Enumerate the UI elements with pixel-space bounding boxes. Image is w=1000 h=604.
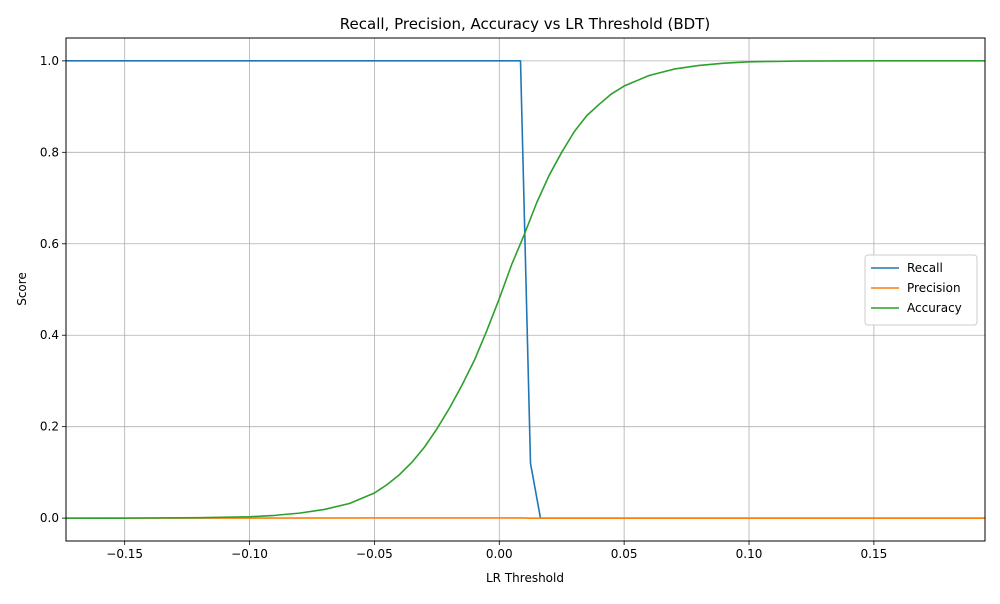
legend-label-precision: Precision (907, 281, 961, 295)
x-tick-label: −0.15 (106, 547, 143, 561)
x-tick-label: 0.10 (736, 547, 763, 561)
y-tick-label: 0.2 (40, 420, 59, 434)
y-axis-label: Score (15, 272, 29, 306)
y-tick-label: 0.8 (40, 145, 59, 159)
legend: Recall Precision Accuracy (865, 255, 977, 325)
chart-title: Recall, Precision, Accuracy vs LR Thresh… (340, 15, 710, 33)
legend-label-recall: Recall (907, 261, 943, 275)
y-tick-label: 0.0 (40, 511, 59, 525)
series-lines (66, 61, 985, 518)
y-tick-label: 0.4 (40, 328, 59, 342)
x-tick-label: 0.15 (861, 547, 888, 561)
x-tick-label: −0.10 (231, 547, 268, 561)
axis-ticks: −0.15 −0.10 −0.05 0.00 0.05 0.10 0.15 0.0 0.2 0.4… (40, 54, 887, 561)
x-tick-label: −0.05 (356, 547, 393, 561)
x-tick-label: 0.00 (486, 547, 513, 561)
x-axis-label: LR Threshold (486, 571, 564, 585)
y-tick-label: 1.0 (40, 54, 59, 68)
legend-label-accuracy: Accuracy (907, 301, 962, 315)
x-tick-label: 0.05 (611, 547, 638, 561)
series-line-recall (66, 61, 985, 518)
y-tick-label: 0.6 (40, 237, 59, 251)
